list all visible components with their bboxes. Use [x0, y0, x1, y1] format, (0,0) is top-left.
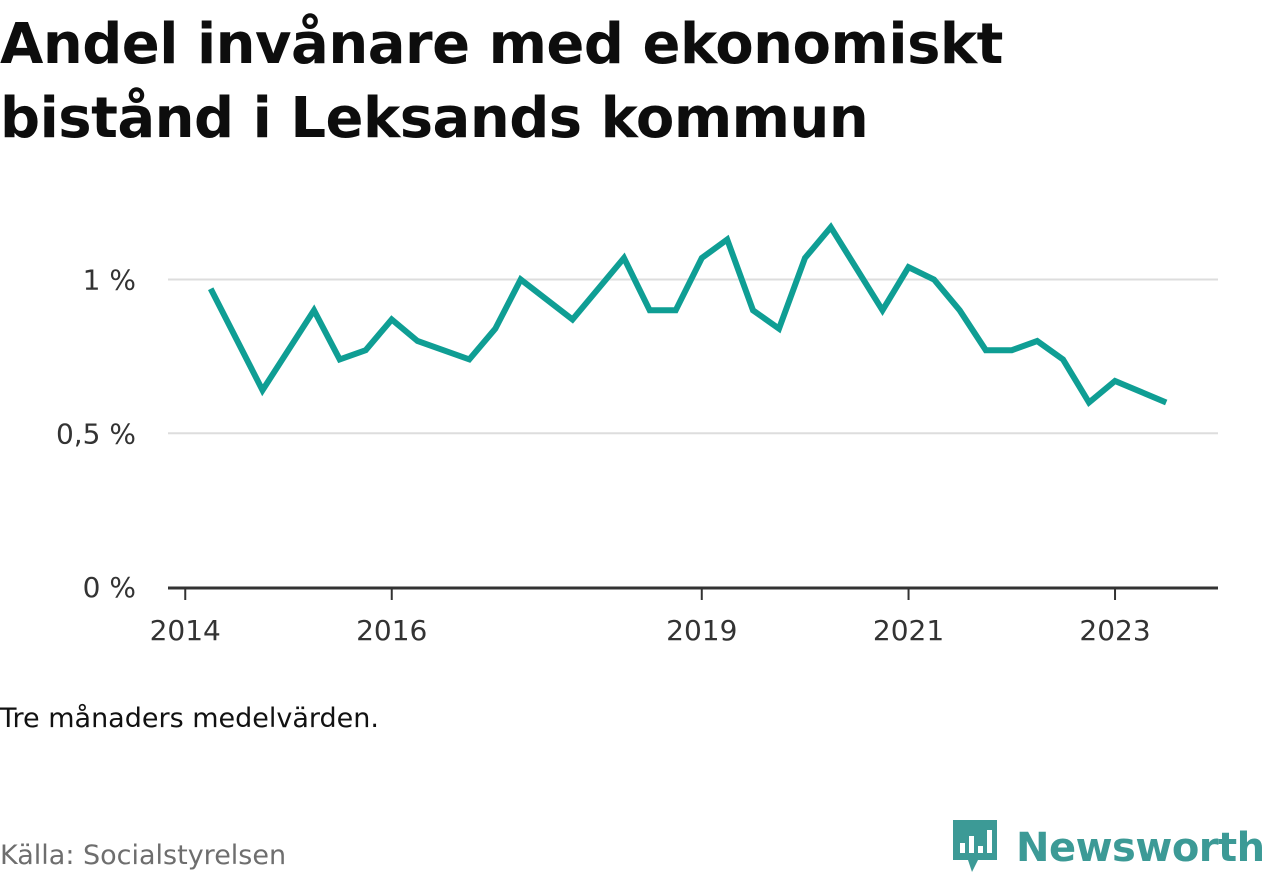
x-tick-label: 2016 [356, 614, 427, 647]
y-tick-label: 0 % [83, 571, 136, 604]
y-tick-label: 1 % [83, 264, 136, 297]
y-tick-label: 0,5 % [56, 417, 136, 450]
x-axis: 2014 2016 2019 2021 2023 [150, 586, 1218, 647]
y-tick-labels: 0 % 0,5 % 1 % [56, 264, 136, 605]
x-tick-label: 2014 [150, 614, 221, 647]
page-title: Andel invånare med ekonomiskt bistånd i … [0, 12, 1003, 151]
source-text: Källa: Socialstyrelsen [0, 840, 287, 871]
x-tick-label: 2021 [873, 614, 944, 647]
series-line [208, 222, 1168, 408]
bar-chart-speech-bubble-icon [950, 816, 1000, 880]
chart-note: Tre månaders medelvärden. [0, 703, 379, 734]
brand-logo: Newsworthy [950, 818, 1262, 878]
x-tick-label: 2019 [666, 614, 737, 647]
series-layer [208, 222, 1168, 408]
line-chart: 0 % 0,5 % 1 % 2014 2016 2019 2021 2023 [56, 222, 1218, 647]
brand-name: Newsworthy [1016, 825, 1262, 871]
x-tick-label: 2023 [1079, 614, 1150, 647]
